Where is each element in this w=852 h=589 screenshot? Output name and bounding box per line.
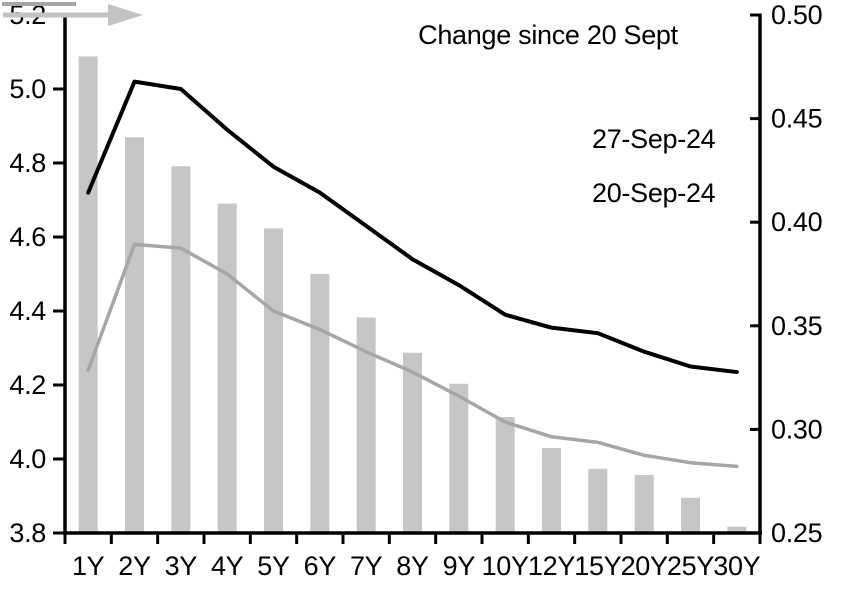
left-tick-label: 4.6 [9, 222, 46, 252]
bar-7Y [356, 317, 376, 533]
x-tick-label: 5Y [257, 551, 290, 581]
bar-10Y [495, 416, 515, 533]
line-27-Sep-24 [86, 79, 739, 375]
bar-4Y [217, 203, 237, 533]
change-arrow-icon [3, 4, 143, 26]
bar-30Y [727, 526, 747, 533]
bar-8Y [403, 352, 422, 533]
bar-12Y [542, 448, 561, 533]
left-tick-label: 4.2 [9, 370, 46, 400]
x-tick-label: 7Y [350, 551, 383, 581]
bar-15Y [588, 468, 608, 533]
bar-25Y [681, 497, 700, 533]
arrow-head [108, 4, 143, 26]
left-tick-label: 4.0 [9, 444, 46, 474]
legend-label-20sep: 20-Sep-24 [592, 178, 716, 208]
x-tick-label: 12Y [528, 551, 575, 581]
x-tick-label: 2Y [118, 551, 151, 581]
right-tick-label: 0.30 [771, 414, 822, 444]
left-tick-label: 4.4 [9, 296, 46, 326]
bar-6Y [310, 274, 330, 533]
bar-20Y [634, 474, 654, 533]
line-20-Sep-24 [86, 242, 739, 469]
x-tick-label: 20Y [621, 551, 668, 581]
x-tick-label: 8Y [396, 551, 429, 581]
right-tick-label: 0.40 [771, 207, 822, 237]
x-tick-label: 10Y [482, 551, 529, 581]
bar-9Y [449, 383, 469, 533]
x-tick-label: 6Y [304, 551, 337, 581]
x-tick-label: 1Y [72, 551, 105, 581]
legend-label-27sep: 27-Sep-24 [592, 124, 716, 154]
left-tick-label: 3.8 [9, 518, 46, 548]
legend-title: Change since 20 Sept [418, 20, 678, 50]
x-tick-label: 4Y [211, 551, 244, 581]
right-tick-label: 0.45 [771, 104, 822, 134]
x-tick-label: 3Y [165, 551, 198, 581]
x-tick-label: 25Y [667, 551, 714, 581]
bar-3Y [171, 166, 191, 534]
bar-1Y [78, 56, 98, 533]
bar-5Y [264, 228, 283, 533]
left-tick-label: 5.0 [9, 74, 46, 104]
right-tick-label: 0.50 [771, 0, 822, 30]
left-tick-label: 4.8 [9, 148, 46, 178]
right-tick-label: 0.35 [771, 311, 822, 341]
x-tick-label: 15Y [574, 551, 621, 581]
right-tick-label: 0.25 [771, 518, 822, 548]
x-tick-label: 9Y [443, 551, 476, 581]
legend-line-20sep-icon [2, 2, 76, 6]
x-tick-label: 30Y [713, 551, 760, 581]
bar-2Y [125, 137, 144, 534]
